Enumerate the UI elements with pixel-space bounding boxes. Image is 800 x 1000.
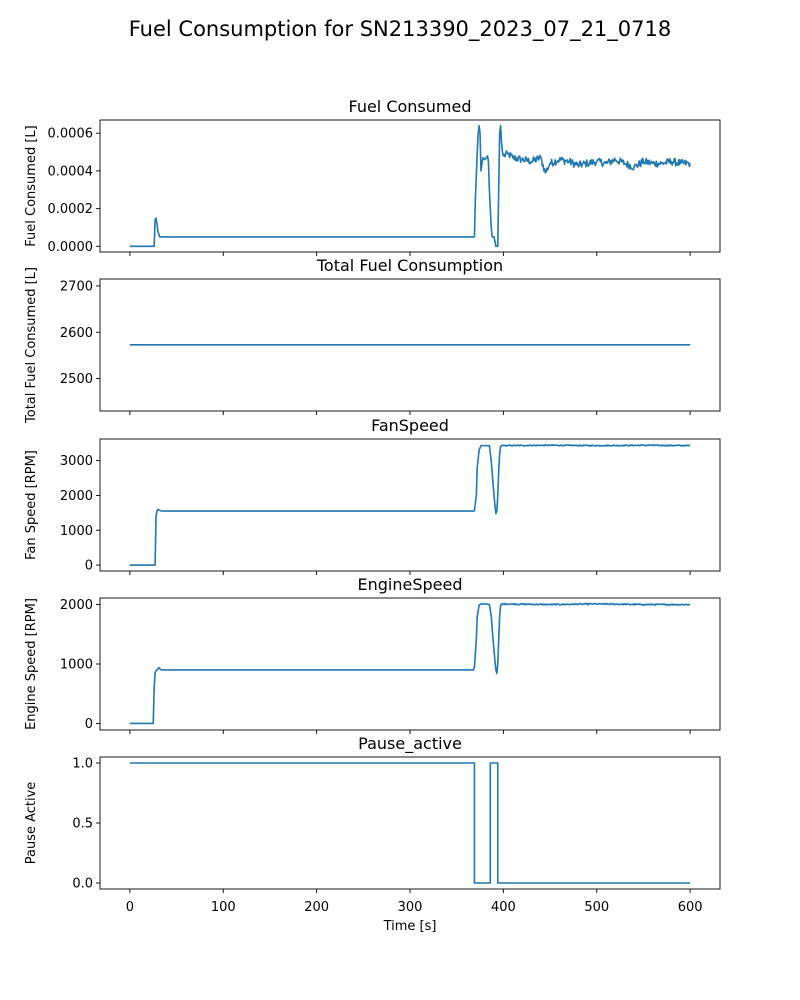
x-tick-label: 0 (126, 900, 134, 915)
x-tick-label: 600 (678, 900, 703, 915)
subplot-3: FanSpeed Fan Speed [RPM] 0 1000 2000 3000 (24, 416, 721, 575)
plot-frame (99, 756, 721, 890)
figure-suptitle: Fuel Consumption for SN213390_2023_07_21… (129, 17, 672, 42)
subplot-title: Pause_active (358, 734, 462, 754)
series-line (129, 124, 691, 248)
plot-frame (99, 278, 721, 412)
subplot-title: Fuel Consumed (348, 97, 471, 116)
y-axis-label: Fuel Consumed [L] (24, 125, 39, 246)
y-tick-label: 2000 (60, 598, 93, 613)
series-line (129, 443, 691, 566)
y-tick-label: 1000 (60, 524, 93, 539)
plot-frame (99, 438, 721, 572)
y-tick-label: 2500 (60, 372, 93, 387)
plot-frame (99, 597, 721, 731)
x-tick-label: 100 (211, 900, 236, 915)
x-tick-label: 500 (584, 900, 609, 915)
y-tick-label: 1000 (60, 658, 93, 673)
plot-frame (99, 119, 721, 253)
y-tick-label: 0.0000 (48, 240, 94, 255)
y-tick-label: 1.0 (72, 757, 93, 772)
y-tick-label: 2600 (60, 326, 93, 341)
y-tick-label: 2700 (60, 279, 93, 294)
y-tick-label: 0.5 (72, 817, 93, 832)
y-axis-label: Total Fuel Consumed [L] (24, 267, 39, 424)
y-axis-label: Engine Speed [RPM] (24, 598, 39, 730)
y-tick-label: 0.0 (72, 877, 93, 892)
y-axis-label: Pause Active (24, 782, 39, 865)
subplot-2: Total Fuel Consumption Total Fuel Consume… (24, 256, 721, 424)
subplot-title: FanSpeed (371, 416, 449, 435)
subplot-4: EngineSpeed Engine Speed [RPM] 0 1000 2000 (24, 575, 721, 734)
x-tick-label: 400 (491, 900, 516, 915)
series-line (129, 762, 691, 884)
x-tick-label: 200 (304, 900, 329, 915)
y-tick-label: 0 (85, 717, 93, 732)
y-tick-label: 0 (85, 559, 93, 574)
y-tick-label: 3000 (60, 454, 93, 469)
subplot-title: Total Fuel Consumption (316, 256, 503, 275)
y-tick-label: 2000 (60, 489, 93, 504)
x-axis-label: Time [s] (383, 919, 437, 934)
subplot-1: Fuel Consumed Fuel Consumed [L] 0.0000 0.00… (24, 97, 721, 256)
y-tick-label: 0.0002 (48, 202, 94, 217)
series-line (129, 602, 691, 725)
y-tick-label: 0.0006 (48, 127, 94, 142)
subplot-title: EngineSpeed (358, 575, 463, 594)
y-tick-label: 0.0004 (48, 164, 94, 179)
y-axis-label: Fan Speed [RPM] (24, 450, 39, 560)
x-tick-label: 300 (398, 900, 423, 915)
subplot-5: Pause_active Pause Active 0.0 0.5 1.0 0 100 200… (24, 734, 721, 934)
